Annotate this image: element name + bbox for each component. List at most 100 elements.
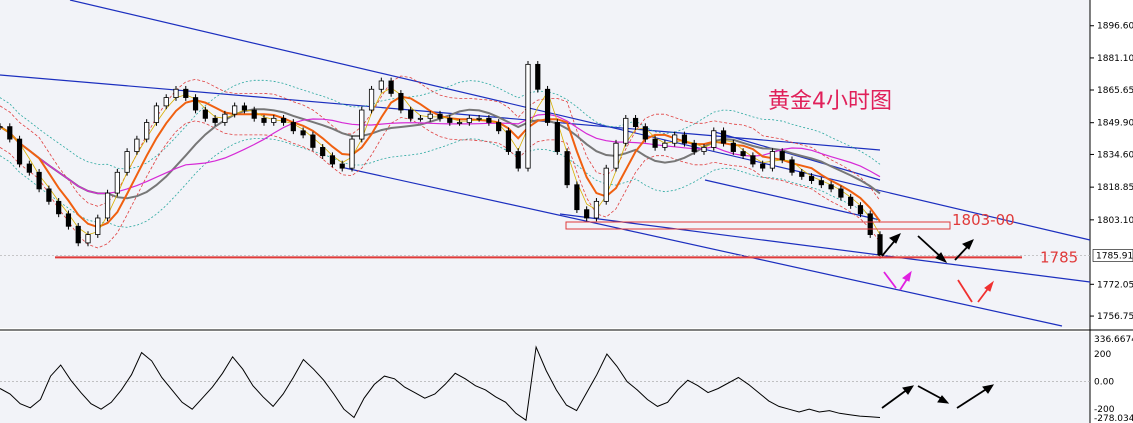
candle — [672, 131, 678, 147]
candle — [310, 131, 316, 151]
candle — [320, 144, 326, 160]
candle-body — [310, 134, 316, 148]
candle-body — [183, 88, 189, 98]
candle — [681, 131, 688, 147]
candle — [652, 135, 658, 151]
candle — [427, 110, 433, 122]
channel-line-upper-long — [69, 0, 1091, 241]
candle-body — [769, 151, 776, 169]
candle — [349, 135, 355, 172]
candle — [212, 115, 218, 126]
candle-body — [623, 117, 629, 144]
candle-body — [593, 200, 600, 219]
candle-body — [681, 134, 688, 144]
candle-body — [0, 126, 3, 129]
candle-body — [877, 234, 883, 256]
last-price-background — [1092, 249, 1133, 262]
chart-title: 黄金4小时图 — [768, 89, 892, 114]
candle — [456, 119, 463, 126]
candle-body — [760, 163, 766, 169]
band-lower-red — [0, 117, 881, 249]
candle — [535, 61, 541, 93]
candle-body — [144, 122, 150, 140]
candle-body — [838, 188, 844, 198]
candle — [466, 115, 472, 126]
oscillator-tick-label: 200 — [1094, 350, 1111, 360]
candle — [398, 90, 404, 114]
candle — [290, 119, 296, 135]
candle-body — [437, 113, 443, 119]
candle-body — [339, 163, 345, 169]
candle — [408, 106, 414, 122]
candle — [56, 198, 62, 218]
candle-body — [554, 122, 560, 152]
candle — [437, 110, 443, 122]
band-upper-outer — [0, 79, 881, 170]
candle — [476, 115, 482, 122]
candle — [603, 164, 609, 205]
candle-body — [456, 122, 463, 124]
candle — [46, 185, 52, 205]
candle-body — [867, 213, 873, 235]
candle-body — [505, 130, 512, 152]
candle — [867, 210, 873, 238]
candle — [134, 135, 140, 155]
candle — [163, 94, 169, 110]
candle-body — [114, 171, 120, 194]
candle — [192, 94, 199, 114]
candle — [75, 222, 81, 247]
candle-body — [408, 109, 414, 119]
price-tick-label: 1818.85 — [1097, 183, 1133, 193]
candle — [271, 115, 277, 126]
candle-body — [447, 117, 453, 123]
candle — [114, 168, 120, 197]
candle-body — [535, 63, 541, 90]
candle — [261, 115, 267, 126]
candle — [359, 106, 365, 143]
price-panel-background — [0, 0, 1090, 328]
oscillator-panel-background — [0, 332, 1090, 423]
candle — [848, 193, 854, 209]
candle — [104, 189, 111, 222]
candle-body — [261, 117, 267, 123]
oscillator-tick-label: -200 — [1094, 405, 1115, 415]
candle — [691, 139, 697, 155]
candle — [417, 115, 424, 122]
osc-arrow-up-1 — [881, 388, 909, 409]
candle — [36, 168, 42, 193]
candle-body — [574, 184, 580, 211]
candle-body — [857, 205, 864, 215]
price-axis: 1896.60 1881.10 1865.65 1849.90 1834.60 1818.… — [1090, 22, 1133, 322]
candle — [173, 85, 179, 101]
candle-body — [26, 163, 32, 173]
candle — [368, 85, 375, 114]
candle-body — [672, 134, 678, 144]
candle-body — [280, 117, 287, 123]
candle-body — [251, 109, 257, 119]
candle — [65, 210, 72, 230]
oscillator-axis: 336.6674 200 0.00 -200-278.034 — [1094, 335, 1133, 423]
candle — [95, 214, 101, 238]
band-lower-outer — [0, 137, 881, 228]
candle-body — [153, 105, 160, 123]
candle-body — [173, 88, 179, 98]
candle-body — [368, 88, 375, 111]
candle-body — [202, 109, 208, 119]
candle — [85, 231, 91, 247]
candle — [857, 202, 864, 218]
candle — [7, 123, 13, 143]
candle — [750, 152, 756, 168]
candle-body — [750, 155, 756, 165]
candle-body — [720, 130, 727, 144]
candle-body — [65, 213, 72, 227]
candle — [525, 61, 531, 172]
candle — [838, 185, 844, 201]
candle — [662, 139, 668, 151]
candlesticks — [0, 61, 883, 259]
candle-body — [828, 184, 834, 190]
candle-body — [300, 130, 306, 136]
osc-arrow-up-2 — [956, 387, 989, 409]
candle — [544, 85, 551, 126]
osc-arrow-up-2-head — [982, 384, 995, 394]
channel-line-short-lower — [704, 179, 881, 221]
